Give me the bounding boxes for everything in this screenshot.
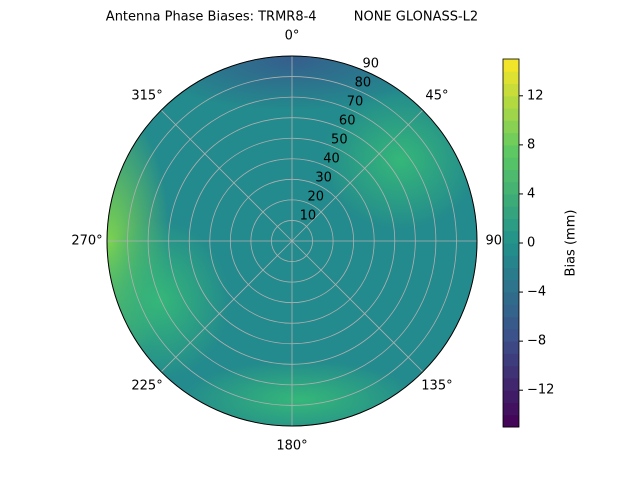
colorbar-tick-label: −8 xyxy=(527,334,546,349)
colorbar-band xyxy=(503,83,519,97)
contour-field xyxy=(107,56,477,426)
theta-tick-label: 315° xyxy=(131,89,162,104)
r-tick-label: 30 xyxy=(315,171,332,186)
colorbar-band xyxy=(503,341,519,354)
colorbar-tick-label: 8 xyxy=(527,137,535,152)
colorbar-tick-label: 0 xyxy=(527,236,535,251)
colorbar-band xyxy=(503,365,519,379)
colorbar-band xyxy=(503,279,519,293)
colorbar-tick-label: 12 xyxy=(527,88,544,103)
colorbar-band xyxy=(503,144,519,158)
theta-tick-label: 270° xyxy=(71,234,102,249)
theta-tick-label: 225° xyxy=(131,378,162,393)
r-tick-label: 50 xyxy=(331,133,348,148)
r-tick-label: 40 xyxy=(323,152,340,167)
r-tick-label: 70 xyxy=(347,95,364,110)
theta-tick-label: 180° xyxy=(276,439,307,454)
colorbar-band xyxy=(503,267,519,281)
colorbar-band xyxy=(503,181,519,195)
colorbar-band xyxy=(503,414,519,428)
colorbar-band xyxy=(503,328,519,342)
colorbar-band xyxy=(503,95,519,109)
theta-tick-label: 135° xyxy=(421,378,452,393)
r-tick-label: 20 xyxy=(307,190,324,205)
grid-spoke xyxy=(291,240,424,373)
theta-tick-label: 45° xyxy=(425,89,448,104)
r-tick-label: 80 xyxy=(355,76,372,91)
colorbar-label: Bias (mm) xyxy=(564,210,579,277)
colorbar-band xyxy=(503,157,519,170)
colorbar-band xyxy=(503,132,519,146)
colorbar-band xyxy=(503,402,519,416)
colorbar-tick-label: −4 xyxy=(527,285,546,300)
colorbar-band xyxy=(503,377,519,391)
colorbar-band xyxy=(503,169,519,183)
colorbar-band xyxy=(503,206,519,219)
chart-title: Antenna Phase Biases: TRMR8-4 NONE GLONA… xyxy=(106,10,478,25)
r-tick-label: 60 xyxy=(339,114,356,129)
colorbar-band xyxy=(503,193,519,207)
colorbar-band xyxy=(503,390,519,403)
colorbar-band xyxy=(503,292,519,305)
colorbar-band xyxy=(503,304,519,318)
r-tick-label: 10 xyxy=(300,209,317,224)
colorbar-band xyxy=(503,243,519,256)
grid-spoke xyxy=(291,109,424,242)
colorbar-tick-label: 4 xyxy=(527,186,535,201)
colorbar-band xyxy=(503,120,519,134)
grid-spoke xyxy=(160,240,293,373)
colorbar-tick-label: −12 xyxy=(527,383,554,398)
colorbar-band xyxy=(503,353,519,367)
colorbar-band xyxy=(503,108,519,121)
r-tick-label: 90 xyxy=(363,57,380,72)
polar-frame xyxy=(106,55,478,427)
theta-tick-label: 0° xyxy=(285,29,300,44)
colorbar-band xyxy=(503,59,519,72)
colorbar-band xyxy=(503,218,519,232)
colorbar-band xyxy=(503,255,519,269)
colorbar-band xyxy=(503,71,519,85)
colorbar-band xyxy=(503,230,519,244)
grid-spoke xyxy=(160,109,293,242)
colorbar-band xyxy=(503,316,519,330)
